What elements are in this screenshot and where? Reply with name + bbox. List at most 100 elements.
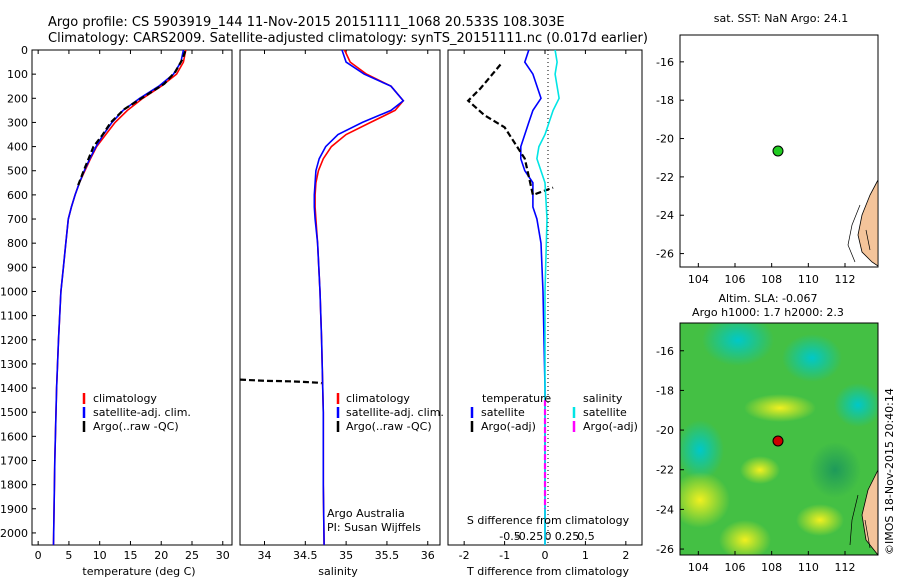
legend-satellite: satellite-adj. clim. bbox=[93, 406, 191, 419]
temperature-x-axis: 0 5 10 15 20 25 30 bbox=[35, 50, 230, 562]
legend-satellite: satellite-adj. clim. bbox=[346, 406, 444, 419]
legend-argo: Argo(..raw -QC) bbox=[93, 420, 179, 433]
legend-climatology: climatology bbox=[346, 392, 410, 405]
temperature-plot-frame bbox=[31, 49, 233, 546]
float-pi-note: PI: Susan Wijffels bbox=[327, 521, 421, 534]
depth-tick-label: 700 bbox=[7, 213, 28, 226]
legend-salinity-title: salinity bbox=[583, 392, 623, 405]
sla-bathymetry-contour bbox=[849, 494, 871, 549]
lat-tick-label: -26 bbox=[656, 543, 674, 556]
temperature-xlabel: temperature (deg C) bbox=[82, 565, 195, 578]
sla-high-anomaly bbox=[796, 504, 844, 536]
depth-tick-label: 1800 bbox=[0, 479, 28, 492]
salinity-x-axis: 34 34.5 35 35.5 36 bbox=[257, 50, 435, 562]
depth-tick-label: 400 bbox=[7, 141, 28, 154]
lon-tick-label: 104 bbox=[688, 561, 709, 574]
depth-tick-label: 600 bbox=[7, 189, 28, 202]
x-tick-label: 35.5 bbox=[375, 549, 400, 562]
depth-tick-label: 1700 bbox=[0, 454, 28, 467]
sla-low-anomaly bbox=[680, 420, 724, 480]
figure-title-line-2: Climatology: CARS2009. Satellite-adjuste… bbox=[48, 31, 648, 46]
lon-tick-label: 106 bbox=[725, 561, 746, 574]
x-tick-label: 5 bbox=[65, 549, 72, 562]
salinity-plot-frame bbox=[239, 49, 441, 546]
x-tick-label: 0 bbox=[35, 549, 42, 562]
salinity-series bbox=[239, 49, 405, 546]
depth-tick-label: 1100 bbox=[0, 310, 28, 323]
salinity-difference-xlabel: S difference from climatology bbox=[467, 514, 630, 527]
lat-tick-label: -22 bbox=[656, 171, 674, 184]
temperature-difference-xlabel: T difference from climatology bbox=[466, 565, 629, 578]
lon-tick-label: 112 bbox=[835, 273, 856, 286]
lon-tick-label: 110 bbox=[798, 561, 819, 574]
depth-tick-label: 0 bbox=[21, 44, 28, 57]
depth-tick-label: 1200 bbox=[0, 334, 28, 347]
difference-legend: temperature satellite Argo(-adj) salinit… bbox=[470, 392, 638, 433]
x-tick-label: 34.5 bbox=[293, 549, 318, 562]
sla-map-frame bbox=[679, 322, 879, 556]
sla-high-anomaly bbox=[744, 394, 816, 422]
depth-tick-label: 1300 bbox=[0, 358, 28, 371]
lat-tick-label: -24 bbox=[656, 503, 674, 516]
x-tick-label: 10 bbox=[93, 549, 107, 562]
depth-tick-label: 100 bbox=[7, 68, 28, 81]
temp-satellite-diff-line bbox=[519, 49, 546, 545]
sal-diff-tick-label: 0.5 bbox=[577, 530, 595, 543]
depth-tick-label: 800 bbox=[7, 237, 28, 250]
sla-map-title: Altim. SLA: -0.067 bbox=[718, 292, 817, 305]
temperature-panel: 0100200300400500600700800900100011001200… bbox=[0, 44, 452, 578]
sal-diff-tick-label: 0 bbox=[545, 530, 552, 543]
difference-series bbox=[466, 49, 560, 545]
sst-land-shape bbox=[857, 179, 879, 267]
legend-climatology: climatology bbox=[93, 392, 157, 405]
depth-tick-label: 1500 bbox=[0, 406, 28, 419]
depth-tick-label: 1400 bbox=[0, 382, 28, 395]
sal-diff-tick-label: -0.5 bbox=[499, 530, 520, 543]
sla-field bbox=[680, 323, 878, 555]
x-tick-label: 0 bbox=[542, 549, 549, 562]
legend-temp-argo: Argo(-adj) bbox=[481, 420, 536, 433]
sst-map-title: sat. SST: NaN Argo: 24.1 bbox=[714, 12, 848, 25]
sal-satellite-diff-line bbox=[536, 49, 560, 545]
figure-title-line-1: Argo profile: CS 5903919_144 11-Nov-2015… bbox=[48, 15, 565, 30]
x-tick-label: 34 bbox=[257, 549, 271, 562]
x-tick-label: 30 bbox=[216, 549, 230, 562]
x-tick-label: 36 bbox=[421, 549, 435, 562]
depth-tick-label: 500 bbox=[7, 165, 28, 178]
x-tick-label: 15 bbox=[123, 549, 137, 562]
credit-stamp: ©IMOS 18-Nov-2015 20:40:14 bbox=[883, 388, 896, 555]
difference-panel: -2 -1 0 1 2-0.5-0.25 0 0.250.5 S difference fr… bbox=[447, 49, 643, 578]
argo-temperature-line bbox=[77, 50, 187, 186]
temperature-legend: climatology satellite-adj. clim. Argo(..… bbox=[82, 392, 191, 433]
difference-x-axes: -2 -1 0 1 2-0.5-0.25 0 0.250.5 bbox=[459, 50, 629, 562]
salinity-legend: climatology satellite-adj. clim. Argo(..… bbox=[336, 392, 444, 433]
legend-argo: Argo(..raw -QC) bbox=[346, 420, 432, 433]
sla-high-anomaly bbox=[719, 520, 771, 555]
lon-tick-label: 104 bbox=[688, 273, 709, 286]
sla-high-anomaly bbox=[740, 456, 780, 484]
lat-tick-label: -16 bbox=[656, 345, 674, 358]
lon-tick-label: 112 bbox=[835, 561, 856, 574]
sst-map-axes: 104 106 108 110 112 -16 -18 -20 -22 -24 -26 bbox=[656, 56, 855, 286]
float-program-note: Argo Australia bbox=[327, 507, 405, 520]
sla-map-axes: 104 106 108 110 112 -16 -18 -20 -22 -24 -26 bbox=[656, 345, 855, 574]
x-tick-label: 20 bbox=[154, 549, 168, 562]
salinity-xlabel: salinity bbox=[318, 565, 358, 578]
sal-diff-tick-label: 0.25 bbox=[555, 530, 580, 543]
sst-float-location-marker bbox=[772, 145, 784, 157]
depth-tick-label: 1000 bbox=[0, 285, 28, 298]
lat-tick-label: -16 bbox=[656, 56, 674, 69]
depth-tick-label: 1900 bbox=[0, 503, 28, 516]
lon-tick-label: 108 bbox=[761, 273, 782, 286]
lat-tick-label: -20 bbox=[656, 424, 674, 437]
lon-tick-label: 106 bbox=[725, 273, 746, 286]
lat-tick-label: -24 bbox=[656, 209, 674, 222]
sla-low-anomaly bbox=[809, 442, 861, 498]
lat-tick-label: -18 bbox=[656, 94, 674, 107]
legend-temp-satellite: satellite bbox=[481, 406, 525, 419]
lat-tick-label: -22 bbox=[656, 464, 674, 477]
legend-temperature-title: temperature bbox=[482, 392, 551, 405]
depth-tick-label: 2000 bbox=[0, 527, 28, 540]
legend-sal-satellite: satellite bbox=[583, 406, 627, 419]
